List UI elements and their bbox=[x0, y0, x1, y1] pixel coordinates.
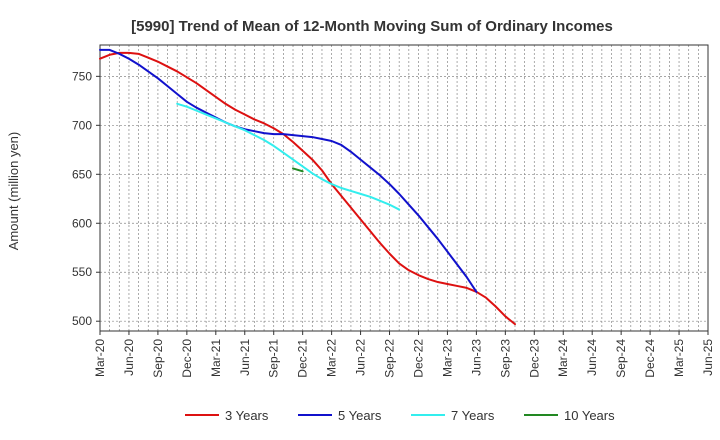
y-tick-label: 750 bbox=[72, 69, 92, 83]
x-tick-label: Mar-22 bbox=[325, 339, 339, 377]
series-line-10-years bbox=[292, 167, 304, 173]
gridlines bbox=[99, 45, 709, 331]
legend: 3 Years 5 Years 7 Years 10 Years bbox=[185, 408, 615, 423]
x-tick-label: Mar-25 bbox=[672, 339, 686, 377]
legend-label-5-years: 5 Years bbox=[338, 408, 382, 423]
legend-label-10-years: 10 Years bbox=[564, 408, 615, 423]
x-tick-label: Jun-25 bbox=[701, 339, 715, 376]
x-tick-label: Sep-22 bbox=[383, 339, 397, 378]
x-tick-label: Dec-24 bbox=[643, 339, 657, 378]
y-tick-label: 650 bbox=[72, 167, 92, 181]
x-tick-label: Jun-23 bbox=[469, 339, 483, 376]
x-tick-label: Sep-23 bbox=[498, 339, 512, 378]
x-tick-label: Sep-24 bbox=[614, 339, 628, 378]
x-tick-label: Sep-20 bbox=[151, 339, 165, 378]
y-tick-label: 500 bbox=[72, 314, 92, 328]
x-tick-label: Dec-23 bbox=[527, 339, 541, 378]
chart-title: [5990] Trend of Mean of 12-Month Moving … bbox=[131, 18, 613, 35]
x-tick-label: Jun-21 bbox=[238, 339, 252, 376]
y-axis-label: Amount (million yen) bbox=[6, 132, 21, 251]
y-axis-ticks: 500 550 600 650 700 750 bbox=[72, 69, 100, 328]
y-tick-label: 600 bbox=[72, 216, 92, 230]
series-line-3-years bbox=[99, 51, 516, 326]
legend-label-3-years: 3 Years bbox=[225, 408, 269, 423]
series-line-5-years bbox=[99, 48, 478, 293]
x-tick-label: Sep-21 bbox=[267, 339, 281, 378]
legend-label-7-years: 7 Years bbox=[451, 408, 495, 423]
x-tick-label: Jun-24 bbox=[585, 339, 599, 376]
x-tick-label: Dec-20 bbox=[180, 339, 194, 378]
x-tick-label: Dec-22 bbox=[411, 339, 425, 378]
y-tick-label: 550 bbox=[72, 265, 92, 279]
x-tick-label: Mar-24 bbox=[556, 339, 570, 377]
y-tick-label: 700 bbox=[72, 118, 92, 132]
series-lines bbox=[99, 48, 516, 326]
plot-area bbox=[99, 44, 709, 332]
x-tick-label: Mar-21 bbox=[209, 339, 223, 377]
x-tick-label: Mar-23 bbox=[440, 339, 454, 377]
x-axis-ticks: Mar-20 Jun-20 Sep-20 Dec-20 Mar-21 Jun-21 Sep-… bbox=[93, 331, 715, 378]
series-line-7-years bbox=[176, 102, 401, 211]
x-tick-label: Jun-20 bbox=[122, 339, 136, 376]
x-tick-label: Jun-22 bbox=[354, 339, 368, 376]
x-tick-label: Mar-20 bbox=[93, 339, 107, 377]
x-tick-label: Dec-21 bbox=[296, 339, 310, 378]
